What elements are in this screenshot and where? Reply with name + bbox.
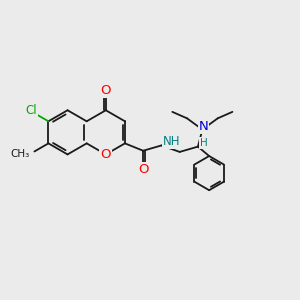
Text: O: O bbox=[100, 148, 111, 161]
Text: NH: NH bbox=[163, 135, 180, 148]
Text: H: H bbox=[200, 138, 208, 148]
Text: N: N bbox=[199, 120, 208, 133]
Text: CH₃: CH₃ bbox=[11, 149, 30, 159]
Text: O: O bbox=[100, 84, 111, 97]
Text: Cl: Cl bbox=[25, 104, 37, 117]
Text: O: O bbox=[138, 164, 148, 176]
